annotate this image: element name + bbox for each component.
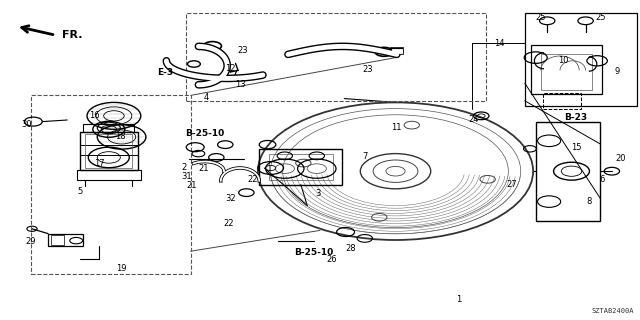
Text: 29: 29 bbox=[26, 237, 36, 246]
Text: FR.: FR. bbox=[62, 30, 83, 40]
Bar bbox=[259, 149, 342, 185]
Bar bbox=[186, 13, 486, 101]
Text: 30: 30 bbox=[22, 120, 32, 129]
Text: 18: 18 bbox=[115, 132, 125, 141]
Text: 15: 15 bbox=[571, 143, 581, 152]
Bar bbox=[48, 234, 83, 246]
Text: B-23: B-23 bbox=[564, 113, 588, 122]
Text: 8: 8 bbox=[586, 197, 591, 206]
Text: 22: 22 bbox=[248, 175, 258, 184]
Text: 1: 1 bbox=[456, 295, 461, 304]
Text: 2: 2 bbox=[181, 164, 186, 172]
Text: 23: 23 bbox=[238, 46, 248, 55]
Text: 14: 14 bbox=[494, 39, 504, 48]
Text: 17: 17 bbox=[94, 159, 104, 168]
Text: 28: 28 bbox=[346, 244, 356, 253]
Text: 11: 11 bbox=[392, 124, 402, 132]
Bar bbox=[536, 122, 600, 221]
Text: 26: 26 bbox=[326, 255, 337, 264]
Text: 10: 10 bbox=[558, 56, 568, 65]
Text: 24: 24 bbox=[468, 116, 479, 124]
Bar bbox=[269, 154, 333, 180]
Text: 22: 22 bbox=[224, 220, 234, 228]
Text: 7: 7 bbox=[362, 152, 367, 161]
Text: E-3: E-3 bbox=[157, 68, 173, 77]
Text: B-25-10: B-25-10 bbox=[185, 129, 225, 138]
Text: 20: 20 bbox=[616, 154, 626, 163]
Text: 25: 25 bbox=[595, 13, 605, 22]
Text: 16: 16 bbox=[90, 111, 100, 120]
Bar bbox=[83, 124, 134, 132]
Text: 12: 12 bbox=[225, 64, 236, 73]
Bar bbox=[31, 95, 191, 274]
Bar bbox=[543, 93, 581, 109]
Text: 13: 13 bbox=[235, 80, 245, 89]
Text: B-25-10: B-25-10 bbox=[294, 248, 333, 257]
Text: 31: 31 bbox=[182, 172, 192, 181]
Bar bbox=[80, 132, 138, 170]
Text: 4: 4 bbox=[204, 93, 209, 102]
Bar bbox=[525, 13, 637, 106]
Text: 5: 5 bbox=[77, 188, 83, 196]
Text: SZTAB2400A: SZTAB2400A bbox=[591, 308, 634, 314]
Bar bbox=[85, 134, 132, 168]
Text: 19: 19 bbox=[116, 264, 127, 273]
Bar bbox=[541, 54, 592, 90]
Text: 9: 9 bbox=[615, 68, 620, 76]
Text: 3: 3 bbox=[316, 189, 321, 198]
Text: 23: 23 bbox=[363, 65, 373, 74]
Text: 32: 32 bbox=[225, 194, 236, 203]
Text: 21: 21 bbox=[187, 181, 197, 190]
Text: 27: 27 bbox=[507, 180, 517, 189]
Text: 6: 6 bbox=[599, 175, 604, 184]
Text: 21: 21 bbox=[198, 164, 209, 173]
Bar bbox=[77, 170, 141, 180]
Text: 25: 25 bbox=[536, 13, 546, 22]
Bar bbox=[531, 45, 602, 94]
Bar bbox=[51, 235, 64, 245]
